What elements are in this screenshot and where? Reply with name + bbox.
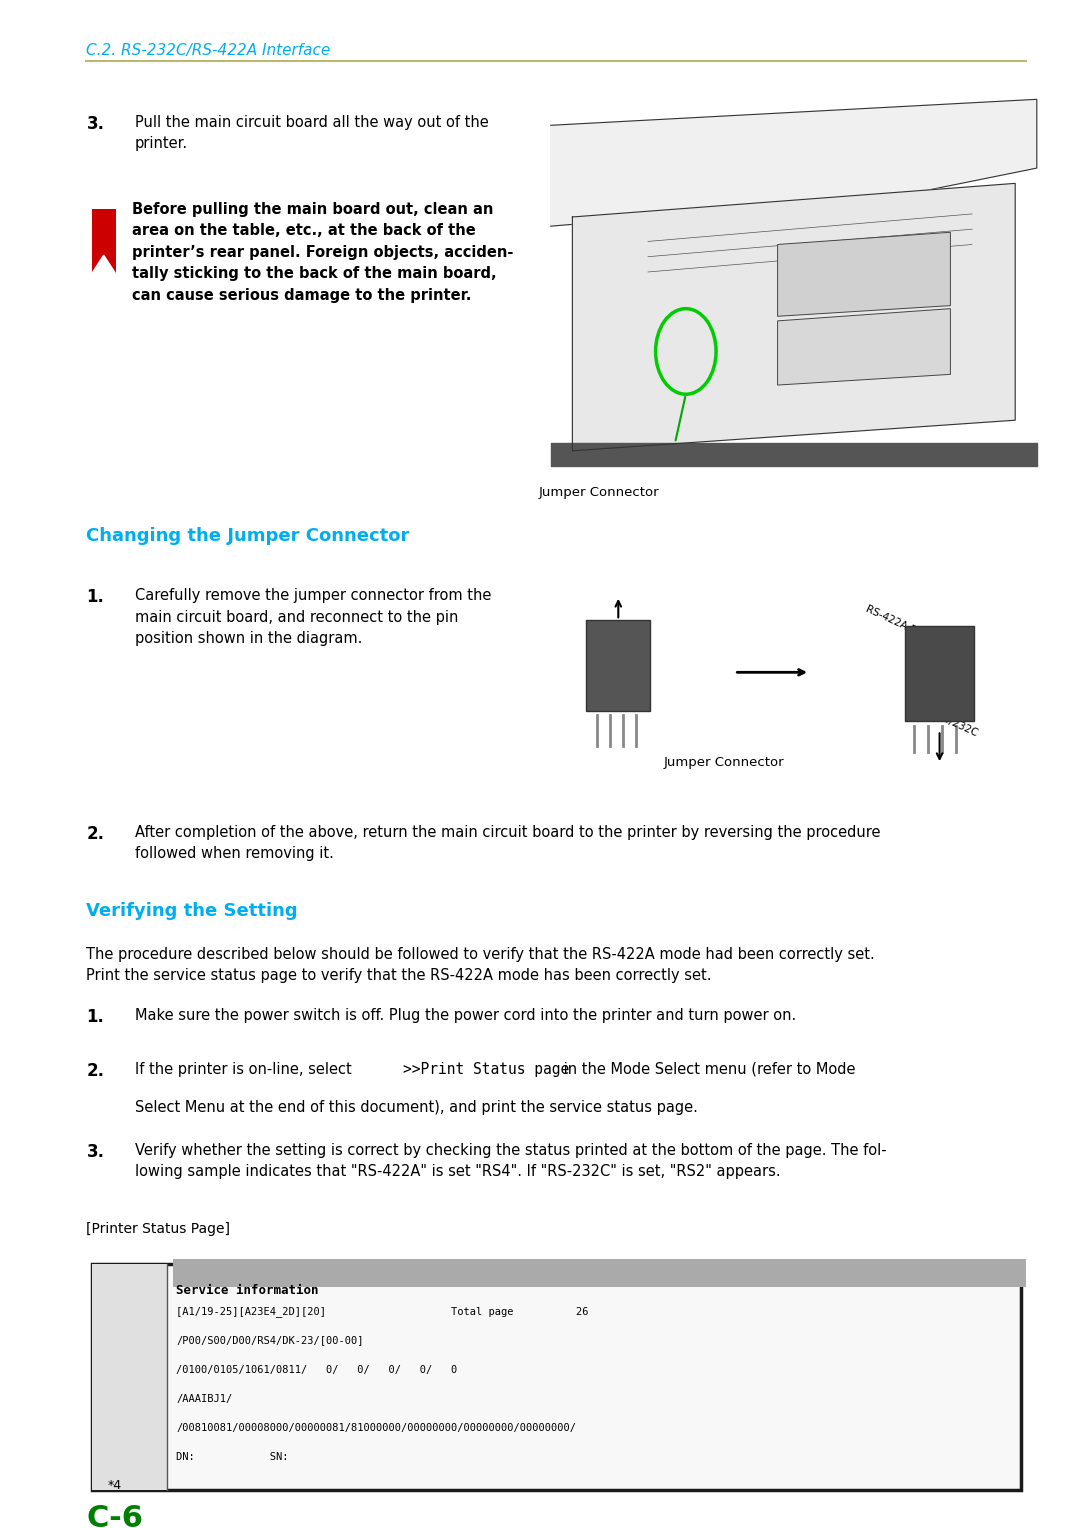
FancyBboxPatch shape: [92, 1264, 1021, 1490]
Text: Jumper Connector: Jumper Connector: [663, 756, 784, 770]
Text: /0100/0105/1061/0811/   0/   0/   0/   0/   0: /0100/0105/1061/0811/ 0/ 0/ 0/ 0/ 0: [176, 1365, 457, 1375]
Text: *4: *4: [108, 1479, 122, 1493]
Text: 1.: 1.: [86, 588, 105, 607]
Text: 3.: 3.: [86, 115, 105, 133]
Text: /00810081/00008000/00000081/81000000/00000000/00000000/00000000/: /00810081/00008000/00000081/81000000/000…: [176, 1423, 576, 1433]
FancyBboxPatch shape: [92, 1264, 167, 1490]
Text: Jumper Connector: Jumper Connector: [539, 486, 660, 500]
Text: [A1/19-25][A23E4_2D][20]                    Total page          26: [A1/19-25][A23E4_2D][20] Total page 26: [176, 1306, 589, 1317]
Text: /P00/S00/D00/RS4/DK-23/[00-00]: /P00/S00/D00/RS4/DK-23/[00-00]: [176, 1335, 364, 1346]
Text: [Printer Status Page]: [Printer Status Page]: [86, 1222, 230, 1236]
Text: If the printer is on-line, select: If the printer is on-line, select: [135, 1062, 356, 1077]
Text: Service information: Service information: [176, 1284, 319, 1297]
Text: /AAAIBJ1/: /AAAIBJ1/: [176, 1394, 232, 1404]
FancyBboxPatch shape: [92, 209, 116, 274]
Text: C.2. RS-232C/RS-422A Interface: C.2. RS-232C/RS-422A Interface: [86, 43, 330, 58]
Text: Verify whether the setting is correct by checking the status printed at the bott: Verify whether the setting is correct by…: [135, 1143, 887, 1180]
Text: Changing the Jumper Connector: Changing the Jumper Connector: [86, 527, 409, 545]
FancyBboxPatch shape: [905, 626, 974, 721]
Text: RS-422A BP: RS-422A BP: [864, 604, 923, 639]
Text: RS/232C: RS/232C: [934, 711, 978, 738]
Text: Verifying the Setting: Verifying the Setting: [86, 902, 298, 920]
Text: Make sure the power switch is off. Plug the power cord into the printer and turn: Make sure the power switch is off. Plug …: [135, 1008, 796, 1024]
Text: DN:            SN:: DN: SN:: [176, 1452, 288, 1462]
FancyBboxPatch shape: [173, 1259, 1026, 1287]
Polygon shape: [551, 99, 1037, 226]
Text: in the Mode Select menu (refer to Mode: in the Mode Select menu (refer to Mode: [559, 1062, 856, 1077]
FancyBboxPatch shape: [586, 620, 650, 711]
Polygon shape: [572, 183, 1015, 451]
Text: Carefully remove the jumper connector from the
main circuit board, and reconnect: Carefully remove the jumper connector fr…: [135, 588, 491, 646]
Text: The procedure described below should be followed to verify that the RS-422A mode: The procedure described below should be …: [86, 947, 875, 984]
Text: 2.: 2.: [86, 1062, 105, 1080]
Text: Select Menu at the end of this document), and print the service status page.: Select Menu at the end of this document)…: [135, 1100, 698, 1115]
Text: 3.: 3.: [86, 1143, 105, 1161]
Polygon shape: [778, 309, 950, 385]
Text: C-6: C-6: [86, 1504, 144, 1528]
Text: 2.: 2.: [86, 825, 105, 843]
Polygon shape: [92, 255, 116, 274]
Polygon shape: [778, 232, 950, 316]
Text: 1.: 1.: [86, 1008, 105, 1027]
Text: >>Print Status page: >>Print Status page: [403, 1062, 569, 1077]
Text: After completion of the above, return the main circuit board to the printer by r: After completion of the above, return th…: [135, 825, 880, 862]
Text: Before pulling the main board out, clean an
area on the table, etc., at the back: Before pulling the main board out, clean…: [132, 202, 513, 303]
Text: Pull the main circuit board all the way out of the
printer.: Pull the main circuit board all the way …: [135, 115, 489, 151]
